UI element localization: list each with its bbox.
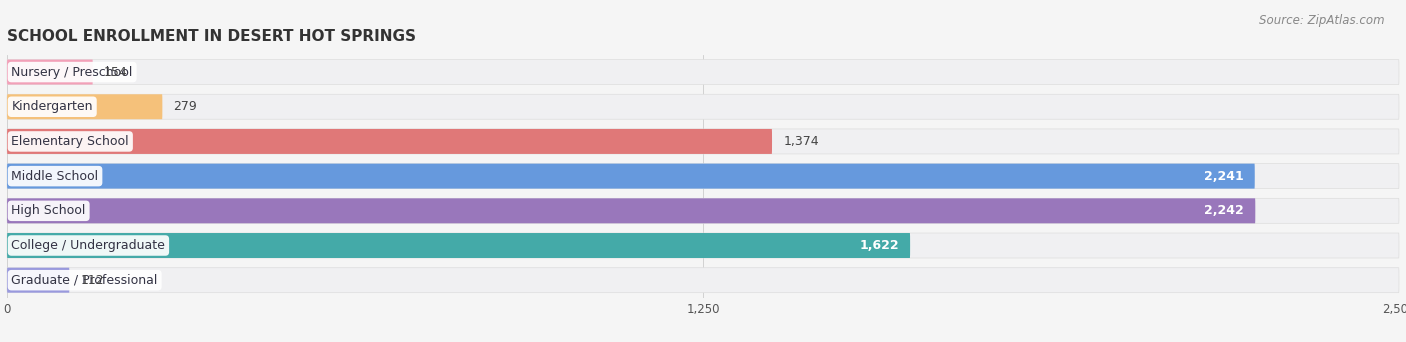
Text: Graduate / Professional: Graduate / Professional	[11, 274, 157, 287]
FancyBboxPatch shape	[7, 198, 1399, 223]
FancyBboxPatch shape	[7, 94, 1399, 119]
Text: Kindergarten: Kindergarten	[11, 100, 93, 113]
Text: Nursery / Preschool: Nursery / Preschool	[11, 66, 132, 79]
FancyBboxPatch shape	[7, 94, 162, 119]
FancyBboxPatch shape	[7, 198, 1256, 223]
FancyBboxPatch shape	[7, 233, 1399, 258]
FancyBboxPatch shape	[7, 129, 772, 154]
FancyBboxPatch shape	[7, 60, 1399, 84]
Text: Middle School: Middle School	[11, 170, 98, 183]
Text: 154: 154	[104, 66, 128, 79]
Text: SCHOOL ENROLLMENT IN DESERT HOT SPRINGS: SCHOOL ENROLLMENT IN DESERT HOT SPRINGS	[7, 29, 416, 44]
FancyBboxPatch shape	[7, 60, 93, 84]
FancyBboxPatch shape	[7, 163, 1399, 189]
Text: College / Undergraduate: College / Undergraduate	[11, 239, 166, 252]
Text: Elementary School: Elementary School	[11, 135, 129, 148]
FancyBboxPatch shape	[7, 268, 69, 293]
Text: 1,374: 1,374	[783, 135, 818, 148]
Text: 2,241: 2,241	[1204, 170, 1244, 183]
Text: High School: High School	[11, 204, 86, 217]
FancyBboxPatch shape	[7, 129, 1399, 154]
FancyBboxPatch shape	[7, 163, 1254, 189]
Text: 279: 279	[173, 100, 197, 113]
FancyBboxPatch shape	[7, 233, 910, 258]
FancyBboxPatch shape	[7, 268, 1399, 293]
Text: 112: 112	[80, 274, 104, 287]
Text: 1,622: 1,622	[859, 239, 898, 252]
Text: Source: ZipAtlas.com: Source: ZipAtlas.com	[1260, 14, 1385, 27]
Text: 2,242: 2,242	[1205, 204, 1244, 217]
